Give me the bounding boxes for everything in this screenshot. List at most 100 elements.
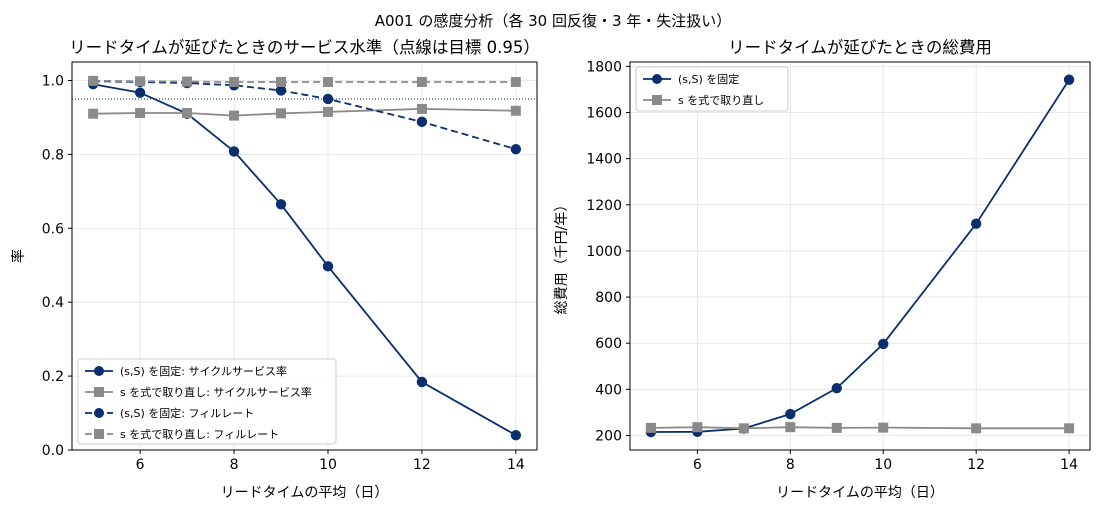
y-tick-label: 200 — [595, 428, 622, 444]
x-axis-label: リードタイムの平均（日） — [221, 485, 389, 501]
y-tick-label: 0.0 — [42, 443, 64, 459]
x-tick-label: 12 — [413, 457, 431, 473]
data-point — [276, 108, 287, 119]
series-line — [650, 79, 1070, 433]
data-point — [645, 422, 656, 433]
data-point — [135, 76, 146, 87]
series-line — [93, 80, 517, 151]
x-tick-label: 6 — [693, 457, 702, 473]
chart-left-service-level: 6 8 10 12 14 0.0 0.2 0.4 0.6 0.8 1.0 リードタイムが延びたときのサ… — [10, 38, 540, 501]
series-2 — [87, 76, 522, 155]
legend-label: s を式で取り直し: サイクルサービス率 — [120, 385, 312, 399]
series-line — [93, 107, 516, 117]
data-point — [878, 422, 889, 433]
data-point — [229, 110, 240, 121]
legend-marker — [652, 95, 662, 105]
data-point — [510, 430, 522, 441]
x-tick-label: 10 — [319, 457, 337, 473]
data-point — [692, 422, 703, 433]
data-point — [229, 76, 240, 87]
data-point — [228, 146, 240, 157]
y-tick-label: 1200 — [586, 198, 622, 214]
series-1 — [645, 422, 1075, 434]
series-0 — [645, 74, 1075, 438]
data-point — [738, 423, 749, 434]
series-1 — [88, 103, 521, 121]
chart-title: リードタイムが延びたときのサービス水準（点線は目標 0.95） — [69, 38, 540, 57]
data-point — [785, 422, 796, 433]
data-point — [322, 261, 334, 272]
data-point — [322, 93, 334, 105]
series-3 — [88, 75, 521, 87]
data-point — [971, 423, 982, 434]
x-tick-label: 6 — [136, 457, 145, 473]
legend: (s,S) を固定: サイクルサービス率 s を式で取り直し: サイクルサービス率… — [77, 358, 337, 445]
legend-label: (s,S) を固定: フィルレート — [120, 406, 254, 420]
data-point — [322, 106, 333, 117]
data-point — [135, 107, 146, 118]
legend-marker — [652, 74, 662, 84]
chart-title: リードタイムが延びたときの総費用 — [728, 38, 992, 57]
data-point — [970, 218, 982, 229]
y-tick-label: 600 — [595, 336, 622, 352]
x-tick-label: 10 — [874, 457, 892, 473]
y-tick-label: 0.4 — [42, 295, 64, 311]
data-point — [878, 338, 889, 350]
data-point — [785, 408, 796, 420]
legend-label: s を式で取り直し: フィルレート — [120, 427, 279, 441]
legend-marker — [94, 408, 104, 418]
plot-frame — [629, 61, 1091, 451]
legend-box — [635, 66, 789, 112]
legend-marker — [94, 387, 104, 397]
series-line — [93, 79, 516, 83]
series-line — [650, 426, 1070, 430]
data-point — [134, 87, 146, 98]
data-point — [88, 108, 99, 119]
y-tick-label: 1800 — [586, 59, 622, 75]
data-point — [510, 144, 522, 155]
data-point — [831, 422, 842, 433]
legend-marker — [94, 429, 104, 439]
y-tick-label: 1.0 — [42, 73, 64, 89]
data-point — [831, 382, 842, 394]
x-tick-label: 14 — [507, 457, 525, 473]
data-point — [276, 76, 287, 87]
y-tick-label: 1000 — [586, 244, 622, 260]
y-tick-label: 400 — [595, 382, 622, 398]
legend-label: (s,S) を固定: サイクルサービス率 — [120, 364, 287, 378]
y-axis-label: 総費用（千円/年） — [554, 198, 570, 315]
data-point — [1063, 74, 1075, 85]
data-point — [275, 199, 287, 210]
chart-right-total-cost: 6 8 10 12 14 200 400 600 800 1000 1200 1400 1600 1800… — [554, 38, 1091, 501]
data-point — [416, 116, 428, 128]
y-axis-label: 率 — [10, 249, 27, 263]
legend: (s,S) を固定 s を式で取り直し — [635, 66, 789, 112]
x-tick-label: 8 — [786, 457, 795, 473]
data-point — [182, 76, 193, 87]
data-point — [275, 85, 287, 96]
y-tick-label: 0.6 — [42, 221, 64, 237]
y-tick-label: 1400 — [586, 152, 622, 168]
data-point — [416, 103, 427, 114]
figure-suptitle: A001 の感度分析（各 30 回反復・3 年・失注扱い） — [375, 12, 732, 30]
legend-box — [77, 358, 337, 445]
data-point — [416, 376, 428, 388]
y-tick-label: 0.8 — [42, 147, 64, 163]
y-tick-label: 800 — [595, 290, 622, 306]
data-point — [510, 76, 521, 87]
data-point — [88, 75, 99, 86]
plot-frame — [71, 61, 538, 451]
legend-label: s を式で取り直し — [678, 93, 764, 107]
legend-label: (s,S) を固定 — [678, 72, 739, 86]
data-point — [416, 76, 427, 87]
y-tick-label: 1600 — [586, 106, 622, 122]
data-point — [510, 105, 521, 116]
x-tick-label: 12 — [967, 457, 985, 473]
data-point — [1064, 423, 1075, 434]
legend-marker — [94, 366, 104, 376]
x-tick-label: 8 — [230, 457, 239, 473]
series-line — [92, 83, 517, 436]
data-point — [322, 76, 333, 87]
y-tick-label: 0.2 — [42, 369, 64, 385]
